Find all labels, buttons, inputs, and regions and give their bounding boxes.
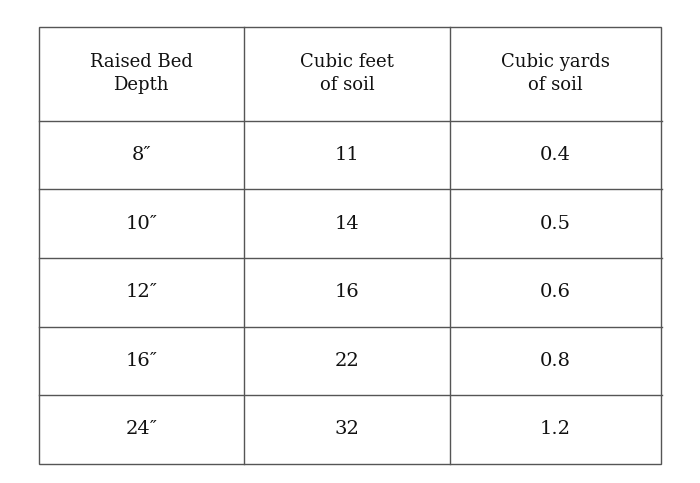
Text: 24″: 24″ [125,420,158,439]
Text: 0.4: 0.4 [540,146,571,164]
Text: 8″: 8″ [132,146,151,164]
Text: 0.6: 0.6 [540,283,571,301]
Text: 11: 11 [335,146,359,164]
Text: 14: 14 [335,214,359,233]
Bar [38,27,661,464]
Text: 16″: 16″ [125,352,158,370]
Text: 22: 22 [335,352,359,370]
Text: 0.5: 0.5 [540,214,571,233]
Text: Cubic feet
of soil: Cubic feet of soil [300,53,394,95]
Text: 16: 16 [335,283,359,301]
Text: 10″: 10″ [125,214,158,233]
Text: Cubic yards
of soil: Cubic yards of soil [501,53,610,95]
Text: 32: 32 [335,420,359,439]
Text: 12″: 12″ [125,283,158,301]
Text: 0.8: 0.8 [540,352,571,370]
Text: Raised Bed
Depth: Raised Bed Depth [90,53,193,95]
Text: 1.2: 1.2 [540,420,571,439]
